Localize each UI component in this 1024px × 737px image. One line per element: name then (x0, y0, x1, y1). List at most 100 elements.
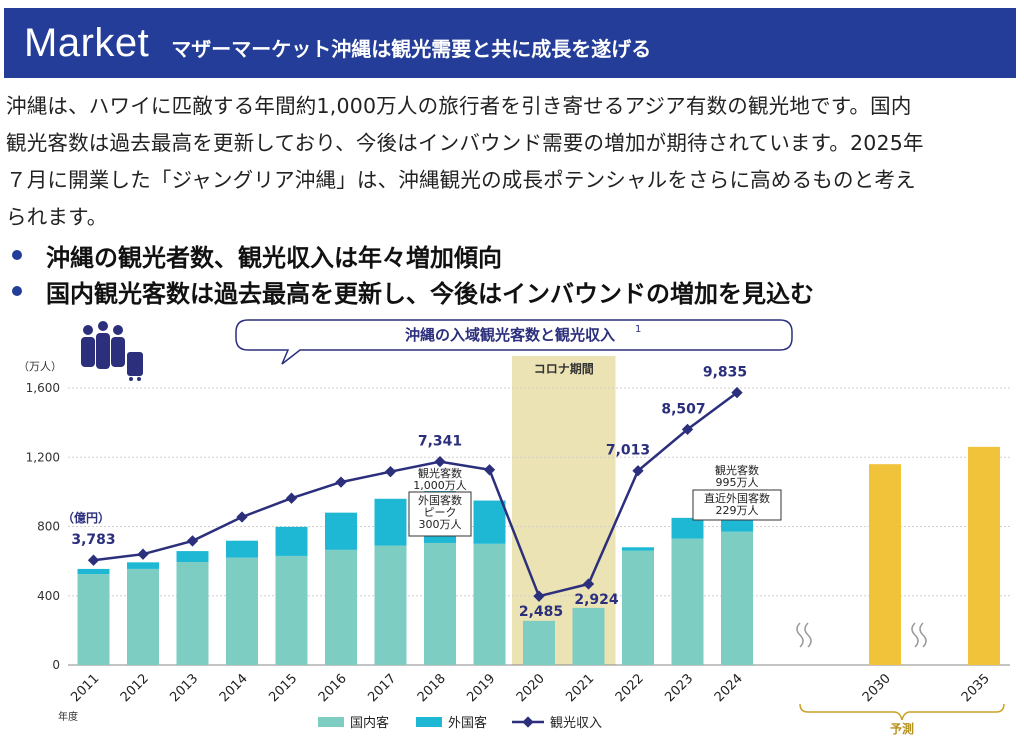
person-head-icon (98, 321, 108, 331)
bullet-list: 沖縄の観光者数、観光収入は年々増加傾向 国内観光客数は過去最高を更新し、今後はイ… (6, 237, 1018, 309)
revenue-point (681, 423, 694, 436)
revenue-data-label: 9,835 (703, 365, 747, 381)
revenue-point (186, 535, 199, 547)
annotation-text: 995万人 (716, 476, 759, 489)
x-tick-label: 2012 (118, 671, 152, 705)
annotation-text: 観光客数 (418, 466, 462, 480)
bar-foreign (325, 512, 357, 550)
x-tick-label: 2024 (712, 671, 746, 705)
revenue-point (384, 466, 397, 478)
bar-domestic (622, 550, 654, 665)
annotation-text: 1,000万人 (413, 479, 467, 492)
chart-title-footnote: 1 (635, 324, 641, 335)
person-body-icon (81, 337, 95, 367)
x-tick-label: 2018 (415, 671, 449, 705)
revenue-point (285, 492, 298, 504)
revenue-data-label: 7,341 (418, 434, 462, 450)
annotation-box (692, 489, 782, 521)
forecast-label: 予測 (890, 721, 914, 736)
forecast-bracket (799, 703, 1005, 721)
paragraph-line: 沖縄は、ハワイに匹敵する年間約1,000万人の旅行者を引き寄せるアジア有数の観光… (6, 94, 912, 118)
revenue-data-label: 3,783 (71, 532, 115, 548)
x-tick-label: 2023 (662, 671, 696, 705)
legend-swatch-foreign (416, 717, 442, 727)
axis-break-icon (911, 622, 919, 648)
revenue-point (483, 464, 496, 476)
bar-domestic (325, 549, 357, 665)
tourism-chart: コロナ期間 0 400 800 1,200 1,600 （万人） （億円） 2011 2012 20… (18, 319, 1010, 736)
bar-domestic (424, 542, 456, 665)
revenue-point (137, 548, 149, 560)
x-tick-label: 2011 (68, 671, 102, 705)
y-tick-label: 0 (52, 658, 60, 672)
x-tick-label: 2013 (167, 671, 201, 705)
bar-foreign (622, 547, 654, 551)
bar-foreign (77, 568, 110, 575)
axis-break-icon (804, 622, 812, 648)
suitcase-icon (127, 352, 143, 376)
revenue-point (533, 590, 545, 602)
x-tick-label: 2035 (959, 671, 993, 705)
person-body-icon (96, 333, 110, 369)
y-tick-label: 1,200 (26, 450, 60, 464)
bar-foreign (275, 526, 308, 556)
y-tick-label: 800 (37, 520, 60, 534)
bar-domestic (473, 543, 506, 665)
paragraph-line: ７月に開業した「ジャングリア沖縄」は、沖縄観光の成長ポテンシャルをさらに高めるも… (6, 168, 916, 192)
bar-domestic (176, 561, 209, 665)
x-tick-label: 2017 (365, 671, 399, 705)
suitcase-wheel-icon (129, 377, 133, 381)
annotation-box (408, 491, 472, 537)
axis-break-icon (796, 622, 804, 648)
x-axis-unit: 年度 (58, 710, 78, 723)
annotation-text: 直近外国客数 (704, 491, 770, 505)
revenue-point (632, 465, 644, 477)
annotation-text: ピーク (424, 506, 457, 519)
bullet-text: 沖縄の観光者数、観光収入は年々増加傾向 (46, 243, 502, 272)
annotation-text: 観光客数 (715, 463, 759, 477)
legend-marker-revenue (522, 716, 534, 728)
bar-domestic (671, 538, 704, 665)
y-tick-label: 400 (37, 589, 60, 603)
x-tick-label: 2030 (860, 671, 894, 705)
intro-paragraph: 沖縄は、ハワイに匹敵する年間約1,000万人の旅行者を引き寄せるアジア有数の観光… (6, 88, 1018, 236)
revenue-data-label: 2,485 (519, 604, 563, 620)
x-tick-label: 2019 (464, 671, 498, 705)
x-tick-label: 2020 (514, 671, 548, 705)
bar-domestic (374, 545, 407, 665)
revenue-point (236, 511, 248, 523)
revenue-data-label: 8,507 (661, 401, 705, 417)
page-header: Market マザーマーケット沖縄は観光需要と共に成長を遂げる (4, 8, 1016, 78)
bar-foreign (226, 540, 258, 558)
bullet-item: 沖縄の観光者数、観光収入は年々増加傾向 (6, 237, 1018, 273)
paragraph-line: られます。 (6, 205, 108, 229)
bar-domestic (226, 557, 258, 665)
revenue-point (87, 554, 100, 566)
bar-foreign (127, 562, 159, 569)
bullet-text: 国内観光客数は過去最高を更新し、今後はインバウンドの増加を見込む (46, 279, 814, 308)
market-label: Market (24, 20, 150, 65)
bar-foreign (374, 498, 407, 546)
revenue-point (582, 578, 595, 590)
annotation-text: 外国客数 (418, 493, 462, 507)
revenue-line (93, 391, 738, 598)
annotation-text: 229万人 (716, 504, 759, 517)
axis-break-icon (919, 622, 927, 648)
bar-foreign (176, 551, 209, 562)
person-head-icon (113, 325, 123, 335)
legend-swatch-domestic (318, 717, 344, 727)
bar-domestic (127, 568, 159, 665)
x-tick-label: 2021 (563, 671, 597, 705)
bar-domestic (572, 607, 605, 665)
person-body-icon (111, 337, 125, 367)
revenue-data-label: 7,013 (606, 443, 650, 459)
chart-title: 沖縄の入域観光客数と観光収入 (405, 326, 615, 344)
bar-foreign (473, 500, 506, 544)
y2-axis-unit: （億円） (62, 510, 110, 525)
x-tick-label: 2014 (217, 671, 251, 705)
legend-label-domestic: 国内客 (350, 715, 389, 731)
revenue-point (335, 476, 347, 488)
y-tick-label: 1,600 (26, 381, 60, 395)
covid-period-label: コロナ期間 (534, 361, 594, 376)
bullet-dot-icon (12, 250, 22, 260)
